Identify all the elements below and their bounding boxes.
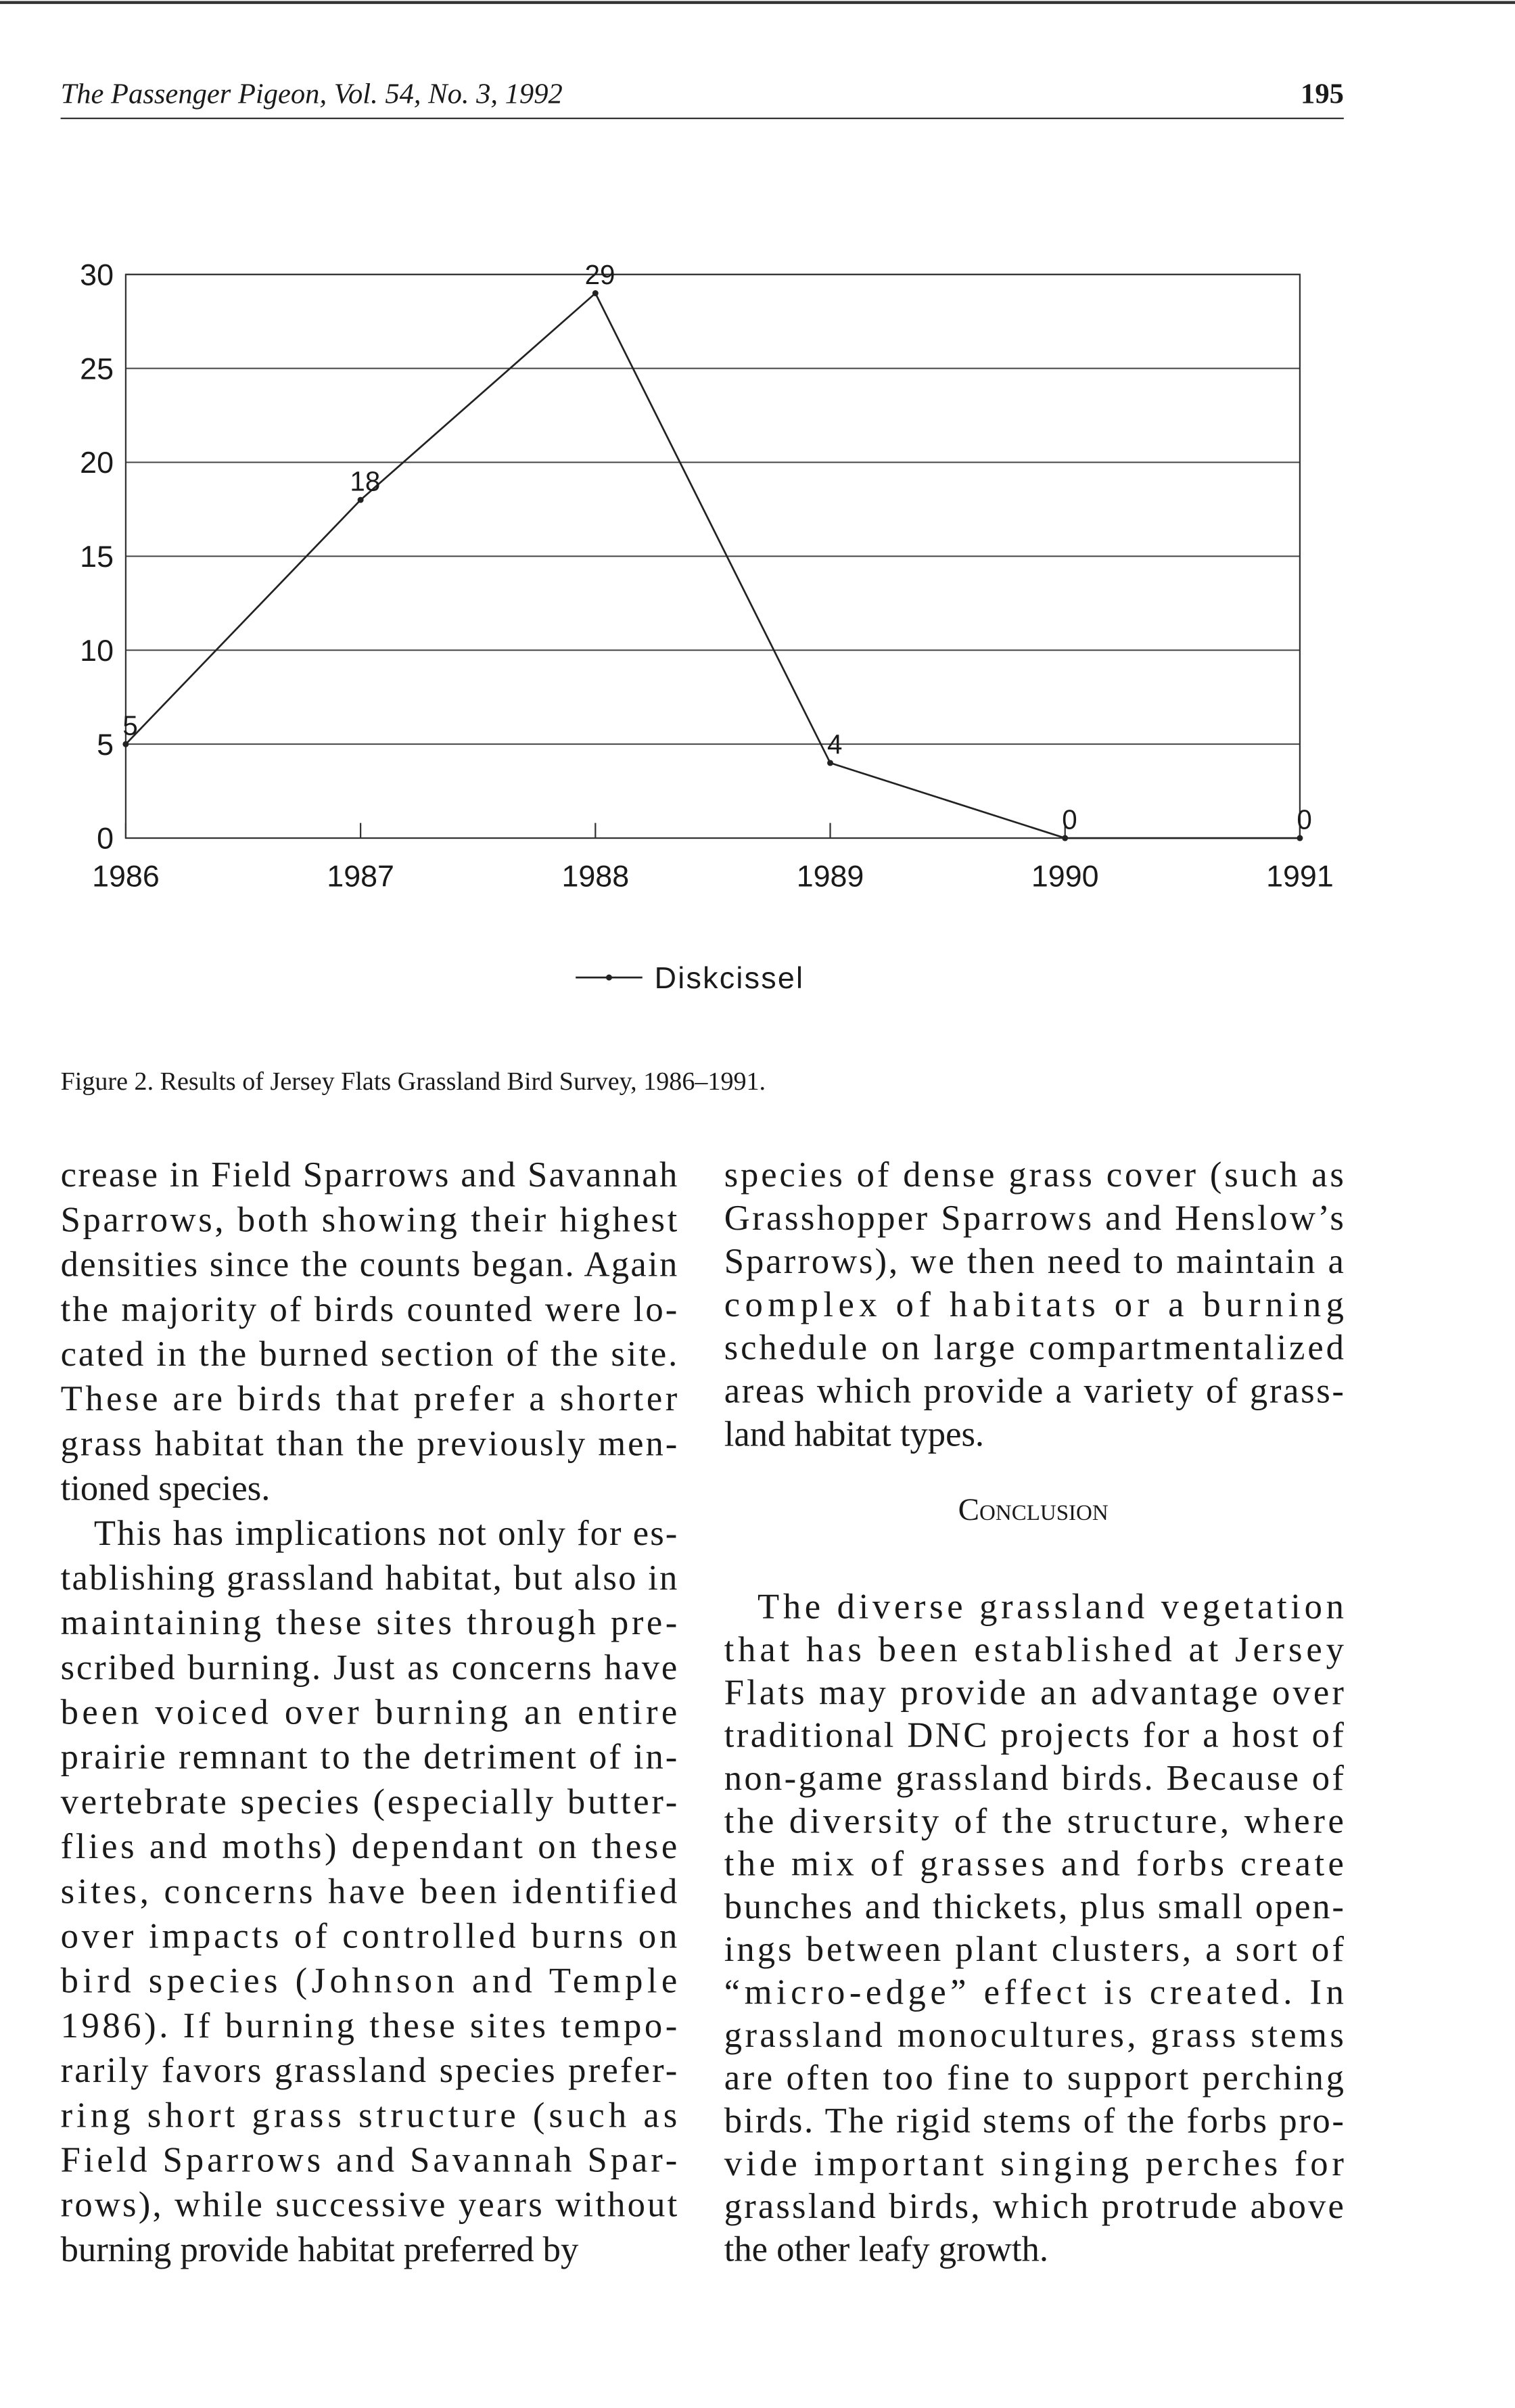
data-label: 18: [350, 466, 380, 497]
text-line: densities since the counts began. Again: [61, 1245, 678, 1284]
y-tick-label: 0: [97, 822, 114, 856]
text-line: prairie remnant to the detriment of in-: [61, 1738, 678, 1777]
x-tick-label: 1988: [561, 860, 629, 894]
text-line: the other leafy growth.: [724, 2230, 1048, 2269]
text-line: flies and moths) dependant on these: [61, 1827, 678, 1866]
data-label: 0: [1297, 804, 1311, 835]
text-line: rows), while successive years without: [61, 2185, 678, 2225]
text-line: land habitat types.: [724, 1414, 984, 1454]
text-line: Grasshopper Sparrows and Henslow’s: [724, 1199, 1344, 1238]
text-line: the majority of birds counted were lo-: [61, 1290, 678, 1329]
text-line: that has been established at Jersey: [724, 1630, 1345, 1669]
text-line: vide important singing perches for: [724, 2144, 1345, 2183]
text-line: grass habitat than the previously men-: [61, 1424, 678, 1463]
text-line: the diversity of the structure, where: [724, 1801, 1344, 1840]
text-line: tioned species.: [61, 1469, 271, 1508]
y-tick-label: 30: [80, 258, 114, 292]
text-line: Field Sparrows and Savannah Spar-: [61, 2140, 678, 2179]
data-point: [357, 496, 364, 503]
text-line: Flats may provide an advantage over: [724, 1673, 1345, 1712]
text-line: non-game grassland birds. Because of: [724, 1759, 1345, 1798]
text-line: vertebrate species (especially butter-: [61, 1782, 678, 1822]
text-line: Sparrows, both showing their highest: [61, 1200, 678, 1239]
text-line: traditional DNC projects for a host of: [724, 1716, 1345, 1755]
data-line: [124, 292, 1300, 839]
text-line: crease in Field Sparrows and Savannah: [61, 1155, 678, 1195]
text-line: Sparrows), we then need to maintain a: [724, 1242, 1344, 1281]
running-title: The Passenger Pigeon, Vol. 54, No. 3, 19…: [61, 78, 563, 110]
x-tick-label: 1991: [1266, 860, 1334, 894]
y-tick-label: 10: [80, 634, 114, 668]
legend-label: Diskcissel: [655, 961, 805, 995]
data-label: 29: [585, 259, 615, 290]
page-number: 195: [1301, 78, 1344, 110]
data-point: [592, 290, 599, 297]
text-line: species of dense grass cover (such as: [724, 1155, 1344, 1195]
text-line: 1986). If burning these sites tempo-: [61, 2006, 678, 2045]
y-tick-label: 25: [80, 352, 114, 386]
y-tick-label: 5: [97, 728, 114, 762]
text-line: schedule on large compartmentalized: [724, 1328, 1344, 1368]
data-label: 4: [827, 728, 842, 760]
figure-caption: Figure 2. Results of Jersey Flats Grassl…: [61, 1067, 766, 1096]
x-tick-label: 1990: [1031, 860, 1099, 894]
text-line: over impacts of controlled burns on: [61, 1917, 678, 1956]
data-point: [122, 741, 129, 747]
legend-marker: [606, 974, 612, 981]
x-tick-label: 1989: [797, 860, 864, 894]
text-line: burning provide habitat preferred by: [61, 2230, 579, 2269]
text-line: This has implications not only for es-: [94, 1514, 677, 1553]
text-line: sites, concerns have been identified: [61, 1872, 678, 1911]
y-tick-label: 15: [80, 540, 114, 574]
text-line: are often too fine to support perching: [724, 2058, 1344, 2098]
text-line: ring short grass structure (such as: [61, 2096, 678, 2135]
x-tick-label: 1986: [92, 860, 160, 894]
text-line: grassland birds, which protrude above: [724, 2187, 1344, 2226]
data-label: 5: [122, 710, 137, 741]
data-point: [1297, 835, 1303, 841]
data-point: [827, 760, 833, 766]
y-tick-label: 20: [80, 446, 114, 480]
data-point: [1062, 835, 1069, 841]
plot-frame: [124, 273, 1301, 839]
x-tick-label: 1987: [327, 860, 394, 894]
text-line: complex of habitats or a burning: [724, 1285, 1344, 1324]
text-line: rarily favors grassland species prefer-: [61, 2051, 678, 2090]
text-line: scribed burning. Just as concerns have: [61, 1648, 678, 1687]
text-line: These are birds that prefer a shorter: [61, 1379, 678, 1418]
text-line: areas which provide a variety of grass-: [724, 1371, 1344, 1410]
text-line: tablishing grassland habitat, but also i…: [61, 1558, 678, 1598]
text-line: maintaining these sites through pre-: [61, 1603, 678, 1642]
text-line: birds. The rigid stems of the forbs pro-: [724, 2102, 1344, 2141]
data-label: 0: [1062, 804, 1077, 835]
text-line: grassland monocultures, grass stems: [724, 2016, 1344, 2055]
text-line: been voiced over burning an entire: [61, 1693, 678, 1732]
text-line: the mix of grasses and forbs create: [724, 1845, 1344, 1884]
text-line: ings between plant clusters, a sort of: [724, 1930, 1345, 1969]
section-heading: Conclusion: [958, 1492, 1109, 1527]
text-line: “micro-edge” effect is created. In: [724, 1973, 1344, 2012]
text-line: bird species (Johnson and Temple: [61, 1962, 678, 2001]
text-line: The diverse grassland vegetation: [758, 1588, 1344, 1627]
text-line: cated in the burned section of the site.: [61, 1335, 678, 1374]
text-line: bunches and thickets, plus small open-: [724, 1887, 1344, 1926]
